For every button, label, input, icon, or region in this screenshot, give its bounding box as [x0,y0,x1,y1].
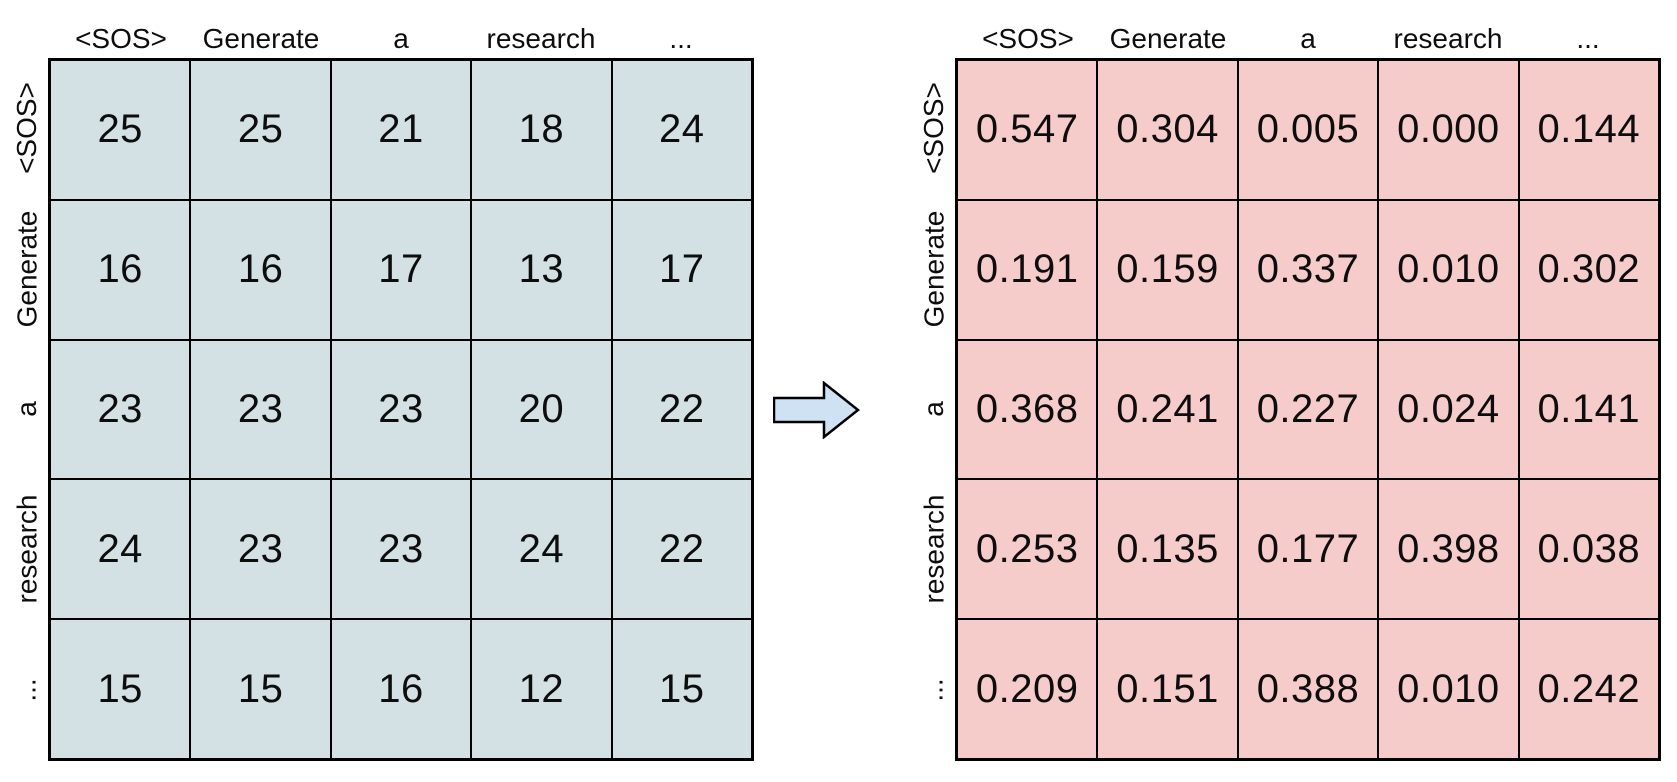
softmax-transform-arrow [772,380,861,440]
weight-cell: 0.038 [1519,480,1658,619]
scores-col-header: Generate [202,23,320,54]
weight-cell: 0.302 [1519,200,1658,339]
attention-weights-matrix: 0.547 0.304 0.005 0.000 0.144 0.191 0.15… [955,58,1661,761]
score-cell: 25 [51,61,190,199]
weights-col-header: research [1393,23,1503,54]
weight-cell: 0.000 [1379,61,1518,199]
scores-row-header-cell: <SOS> [6,58,48,198]
weight-cell: 0.227 [1238,340,1378,479]
scores-row-header: ... [11,678,42,702]
score-cell: 18 [472,61,611,199]
score-cell: 24 [472,480,611,619]
scores-column-headers: <SOS> Generate a research ... [51,0,751,57]
scores-row-header: Generate [11,210,42,327]
weight-cell: 0.398 [1379,480,1518,619]
weights-column-headers: <SOS> Generate a research ... [958,0,1658,57]
scores-row-header-cell: a [6,339,48,479]
weight-cell: 0.547 [958,61,1097,199]
scores-row-headers: <SOS> Generate a research ... [6,58,48,760]
score-cell: 23 [331,340,471,479]
weight-cell: 0.368 [958,340,1097,479]
weights-row-header-cell: a [913,339,955,479]
weights-row-header-cell: <SOS> [913,58,955,198]
weights-row-headers: <SOS> Generate a research ... [913,58,955,760]
weights-row-header-cell: research [913,479,955,619]
weight-cell: 0.304 [1098,61,1237,199]
score-cell: 23 [51,340,190,479]
weights-row-header: <SOS> [918,82,949,175]
weights-row-header: research [918,494,949,604]
score-cell: 17 [331,200,471,339]
weights-col-header: Generate [1109,23,1227,54]
weight-cell: 0.191 [958,200,1097,339]
score-cell: 16 [331,620,471,758]
weights-row-header-cell: Generate [913,198,955,338]
scores-col-header: a [393,23,409,54]
score-cell: 13 [472,200,611,339]
weight-cell: 0.151 [1098,620,1237,758]
score-cell: 16 [191,200,330,339]
weights-col-header: a [1300,23,1316,54]
weights-col-header: ... [1576,23,1600,54]
weight-cell: 0.141 [1519,340,1658,479]
score-cell: 12 [472,620,611,758]
weights-row-header: a [917,401,949,417]
score-cell: 23 [331,480,471,619]
scores-row-header-cell: Generate [6,198,48,338]
weight-cell: 0.024 [1379,340,1518,479]
weights-col-header: <SOS> [982,23,1074,54]
weight-cell: 0.010 [1379,200,1518,339]
weights-row-header: Generate [918,210,949,327]
weight-cell: 0.253 [958,480,1097,619]
score-cell: 20 [472,340,611,479]
score-cell: 16 [51,200,190,339]
weight-cell: 0.337 [1238,200,1378,339]
weight-cell: 0.242 [1519,620,1658,758]
weight-cell: 0.241 [1098,340,1237,479]
score-cell: 23 [191,340,330,479]
scores-row-header: <SOS> [11,82,42,175]
weight-cell: 0.177 [1238,480,1378,619]
score-cell: 22 [612,480,751,619]
scores-row-header: research [11,494,42,604]
weight-cell: 0.144 [1519,61,1658,199]
score-cell: 17 [612,200,751,339]
score-cell: 23 [191,480,330,619]
score-cell: 15 [612,620,751,758]
score-cell: 15 [191,620,330,758]
scores-col-header: research [486,23,596,54]
scores-row-header-cell: ... [6,620,48,760]
score-cell: 22 [612,340,751,479]
weight-cell: 0.159 [1098,200,1237,339]
score-cell: 21 [331,61,471,199]
scores-col-header: ... [669,23,693,54]
attention-scores-matrix: 25 25 21 18 24 16 16 17 13 17 23 23 23 2… [48,58,754,761]
weight-cell: 0.005 [1238,61,1378,199]
weight-cell: 0.209 [958,620,1097,758]
right-arrow-icon [772,380,861,440]
weight-cell: 0.388 [1238,620,1378,758]
score-cell: 25 [191,61,330,199]
score-cell: 24 [612,61,751,199]
weight-cell: 0.010 [1379,620,1518,758]
weights-row-header-cell: ... [913,620,955,760]
scores-col-header: <SOS> [75,23,167,54]
scores-row-header: a [10,401,42,417]
score-cell: 24 [51,480,190,619]
score-cell: 15 [51,620,190,758]
weights-row-header: ... [918,678,949,702]
weight-cell: 0.135 [1098,480,1237,619]
scores-row-header-cell: research [6,479,48,619]
